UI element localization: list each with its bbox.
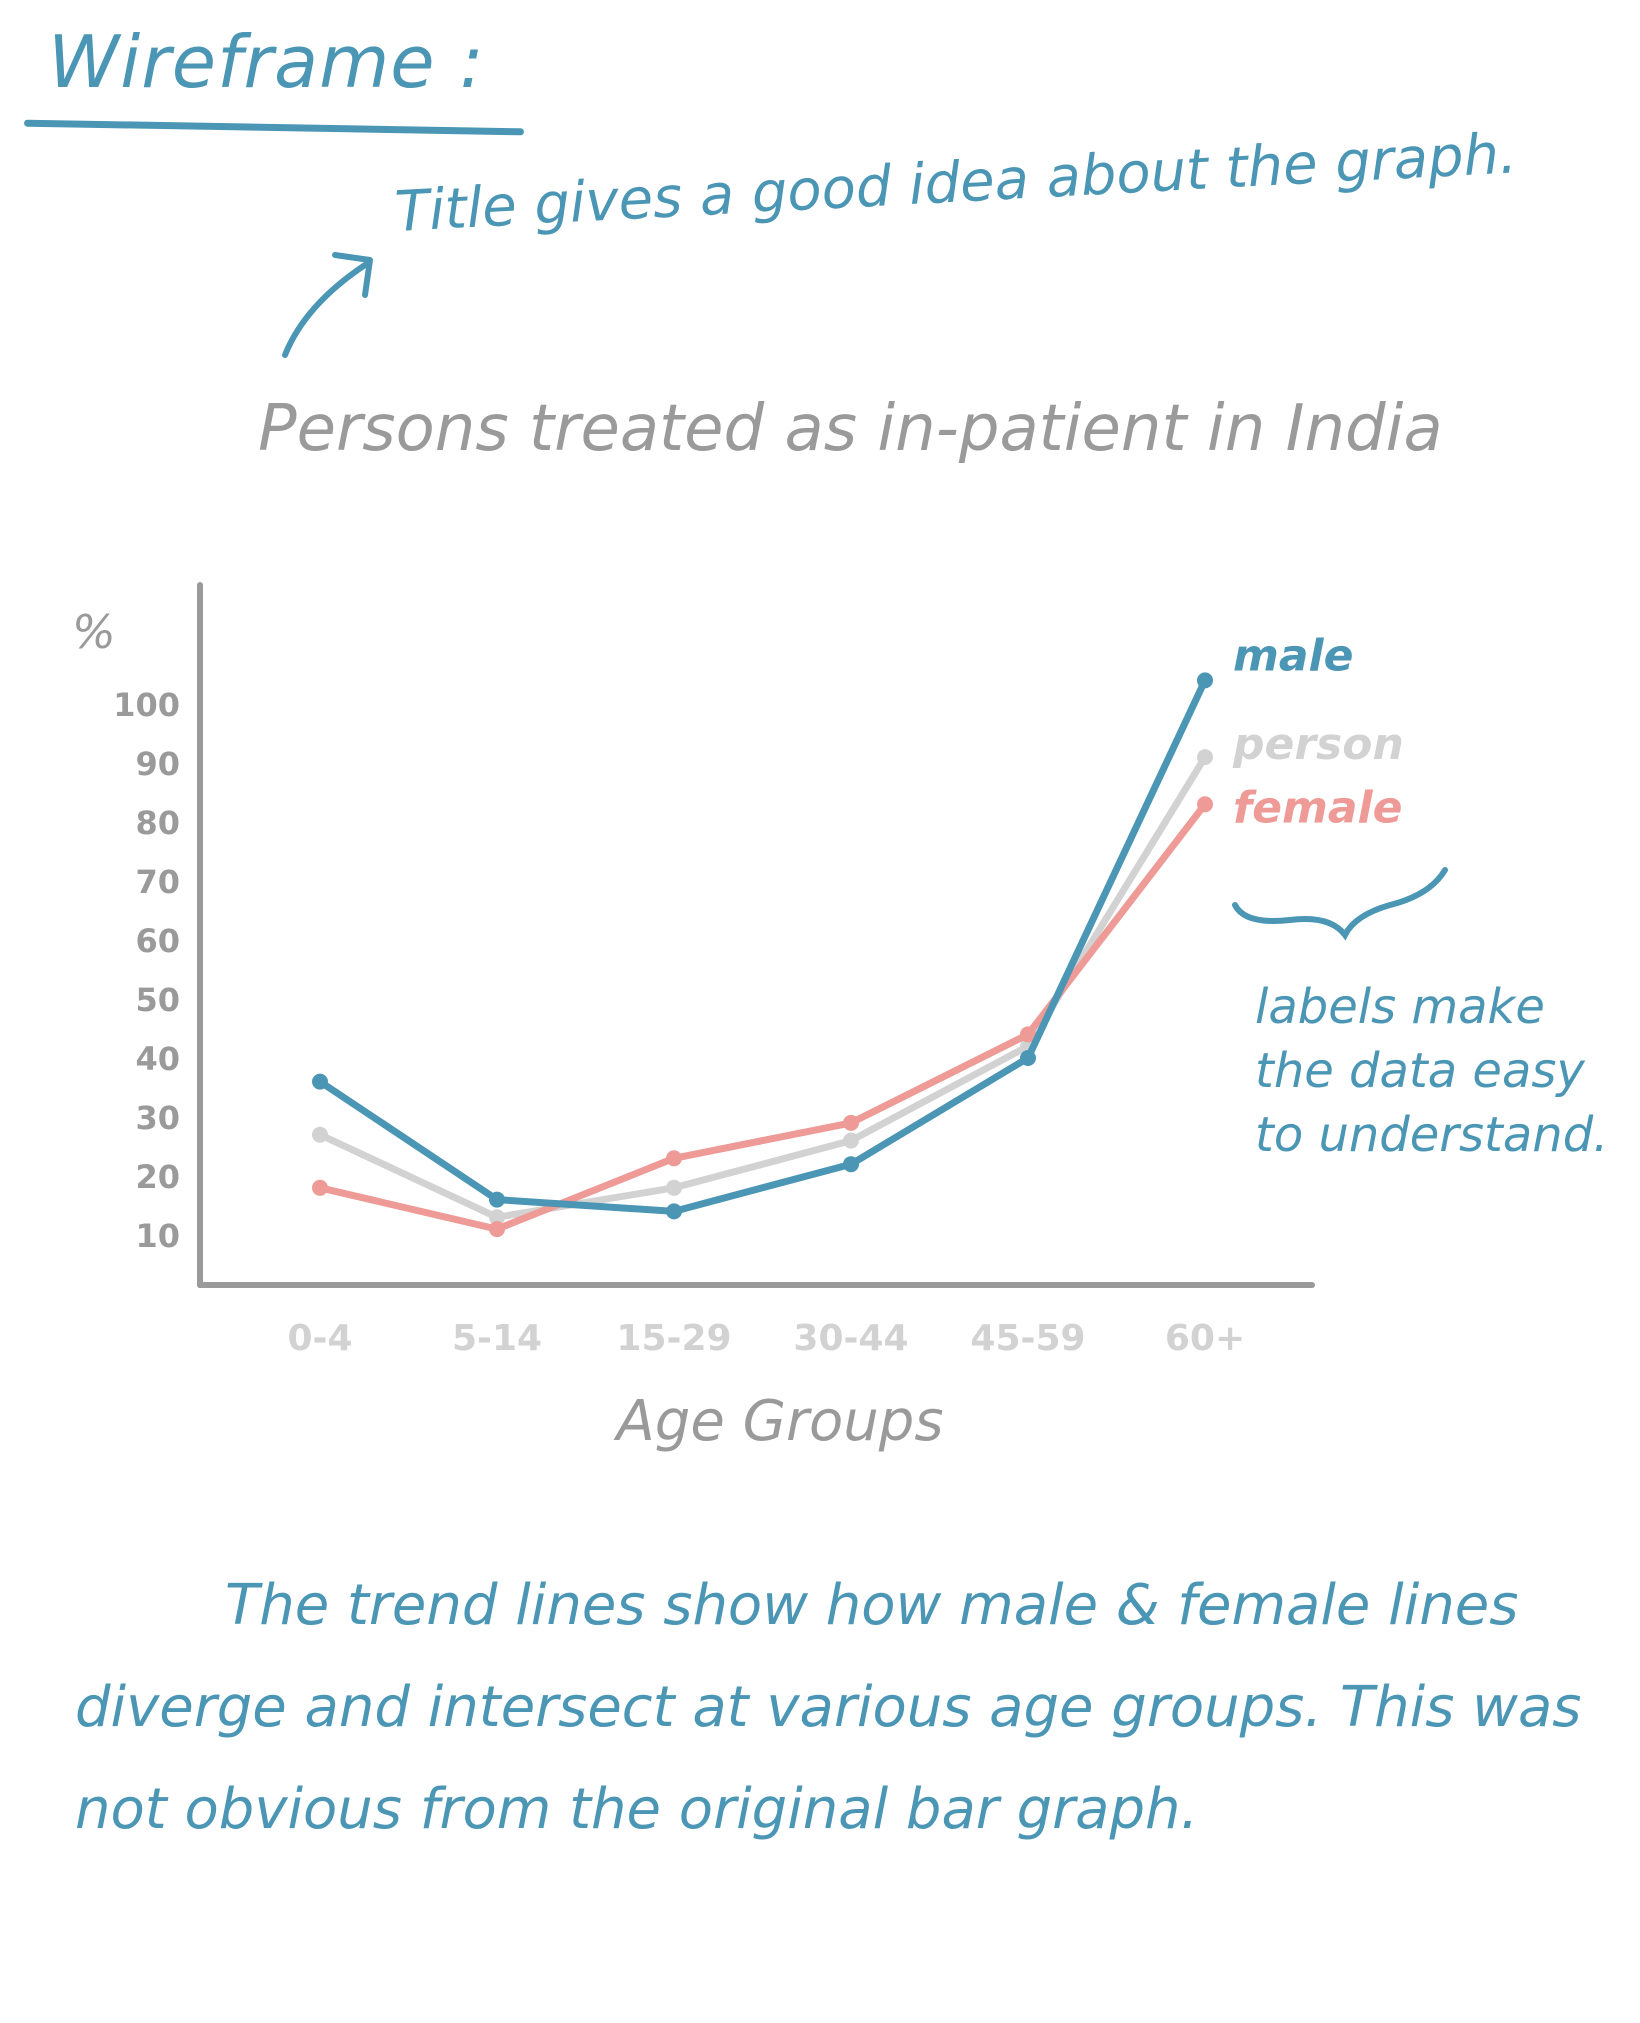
x-tick-label: 0-4 bbox=[287, 1318, 352, 1359]
data-point-female bbox=[666, 1150, 682, 1167]
data-point-female bbox=[1197, 796, 1213, 813]
data-point-male bbox=[1020, 1050, 1036, 1066]
y-tick-label: 10 bbox=[135, 1217, 180, 1255]
data-point-person bbox=[666, 1179, 682, 1196]
data-point-person bbox=[1197, 749, 1213, 766]
y-axis-label: % bbox=[72, 605, 116, 659]
data-point-female bbox=[312, 1179, 328, 1196]
x-axis-title: Age Groups bbox=[613, 1389, 943, 1454]
brace-icon bbox=[1232, 867, 1448, 941]
x-tick-label: 60+ bbox=[1165, 1318, 1245, 1359]
data-point-person bbox=[843, 1132, 859, 1149]
chart-title: Persons treated as in-patient in India bbox=[258, 392, 1443, 466]
labels-annotation: labels make the data easy to understand. bbox=[1255, 979, 1609, 1163]
data-point-person bbox=[312, 1126, 328, 1143]
data-point-male bbox=[666, 1203, 682, 1220]
data-point-person bbox=[489, 1209, 505, 1226]
y-tick-label: 100 bbox=[113, 686, 180, 724]
data-point-female bbox=[1020, 1026, 1036, 1043]
line-chart: % 10 20 30 40 50 60 70 80 90 100 0-4 5-14 15-29 30-44 4… bbox=[72, 582, 1404, 1454]
data-point-male bbox=[1197, 672, 1213, 689]
y-tick-label: 50 bbox=[135, 981, 180, 1019]
series-label-person: person bbox=[1232, 719, 1404, 770]
y-tick-label: 90 bbox=[135, 745, 180, 783]
data-point-female bbox=[843, 1114, 859, 1131]
y-tick-label: 80 bbox=[135, 804, 180, 842]
series-label-female: female bbox=[1233, 782, 1402, 833]
data-point-male bbox=[312, 1073, 328, 1090]
bottom-annotation: The trend lines show how male & female l… bbox=[75, 1573, 1582, 1842]
data-point-male bbox=[843, 1156, 859, 1173]
x-tick-label: 30-44 bbox=[793, 1318, 908, 1359]
page-heading: Wireframe : bbox=[48, 20, 485, 104]
y-tick-label: 70 bbox=[135, 863, 180, 901]
annotation-arrow-icon bbox=[282, 252, 373, 358]
y-tick-label: 30 bbox=[135, 1099, 180, 1137]
series-label-male: male bbox=[1233, 630, 1353, 681]
data-point-male bbox=[489, 1191, 505, 1208]
y-tick-label: 40 bbox=[135, 1040, 180, 1078]
x-tick-label: 15-29 bbox=[616, 1318, 731, 1359]
series-line-male bbox=[316, 676, 1209, 1215]
data-point-female bbox=[489, 1221, 505, 1238]
x-tick-label: 5-14 bbox=[452, 1318, 542, 1359]
y-tick-label: 60 bbox=[135, 922, 180, 960]
x-tick-label: 45-59 bbox=[970, 1318, 1085, 1359]
y-tick-label: 20 bbox=[135, 1158, 180, 1196]
series-line-person bbox=[316, 753, 1209, 1221]
